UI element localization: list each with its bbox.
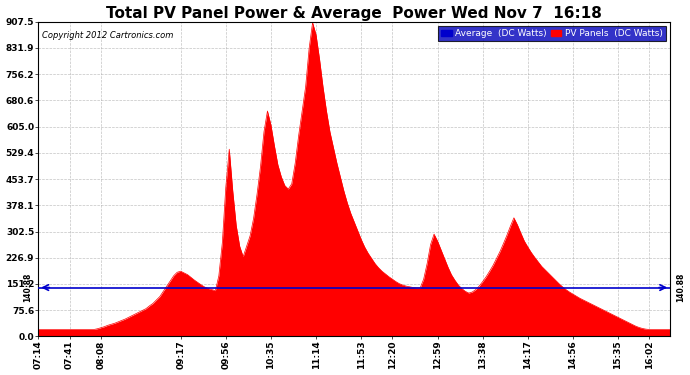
- Text: Copyright 2012 Cartronics.com: Copyright 2012 Cartronics.com: [41, 31, 173, 40]
- Legend: Average  (DC Watts), PV Panels  (DC Watts): Average (DC Watts), PV Panels (DC Watts): [438, 26, 666, 40]
- Text: 140.88: 140.88: [23, 273, 32, 302]
- Title: Total PV Panel Power & Average  Power Wed Nov 7  16:18: Total PV Panel Power & Average Power Wed…: [106, 6, 602, 21]
- Text: 140.88: 140.88: [676, 273, 685, 302]
